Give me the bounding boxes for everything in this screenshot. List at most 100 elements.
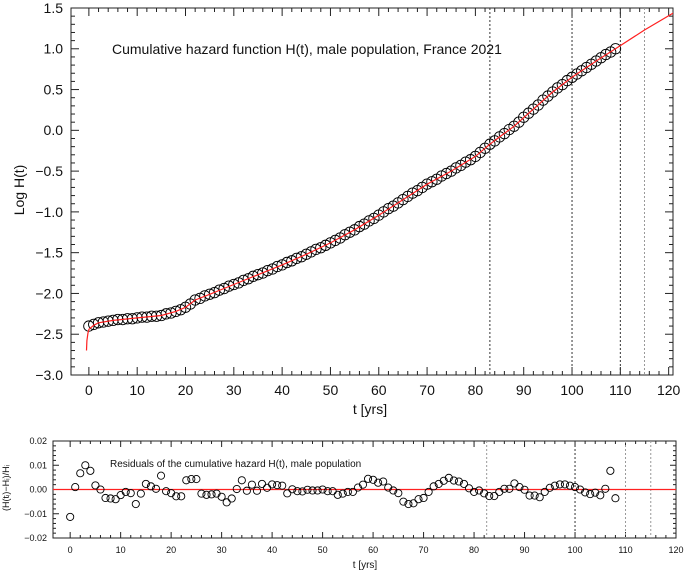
data-point [459,479,469,488]
data-point [429,482,438,491]
y-tick-label: 1.5 [44,0,64,16]
data-point [606,466,615,475]
x-tick-label: 70 [419,545,429,555]
data-point [540,487,549,496]
data-point [121,487,130,496]
data-point [111,495,120,504]
data-point [505,484,514,493]
data-point [609,43,622,55]
data-point [379,477,388,486]
y-tick-label: −1.5 [35,245,63,261]
data-point [172,492,181,501]
data-point [384,483,393,492]
data-point [353,483,362,492]
x-tick-label: 50 [323,382,339,398]
data-point [242,486,251,495]
data-point [419,493,428,503]
data-point [252,269,264,281]
data-point [177,492,186,501]
data-point [261,264,274,277]
plot-frame [70,7,674,376]
data-point [298,487,307,496]
data-point [271,260,283,273]
data-point [470,487,479,496]
data-point [500,484,509,493]
x-tick-label: 90 [520,545,530,555]
y-tick-label: −0.02 [24,533,47,543]
data-point [131,499,140,509]
data-point [126,489,135,498]
x-tick-label: 0 [85,382,93,398]
data-point [318,485,327,494]
data-point [162,487,171,496]
data-point [550,481,559,490]
residuals-plot: 0 10 20 30 40 50 60 70 80 90 100 110 120 −0.02 −0.01 0.… [24,436,683,555]
data-point [323,487,332,496]
y-tick-label: 0.01 [29,460,47,470]
data-point [257,479,267,488]
hazard-x-axis-label: t [yrs] [353,401,387,417]
x-tick-label: 10 [129,382,145,398]
data-point [480,489,489,498]
data-point [204,288,216,300]
x-tick-label: 30 [226,382,242,398]
data-point [278,481,287,490]
data-point [96,485,105,494]
data-point [237,274,250,287]
data-point [555,480,564,489]
data-point [449,476,458,485]
data-point [308,486,317,495]
data-point [207,490,216,499]
data-point [141,479,150,488]
data-point [288,485,297,494]
data-point [389,486,398,495]
data-point [520,485,529,494]
data-point [187,475,196,484]
hazard-annotation: Cumulative hazard function H(t), male po… [112,41,502,57]
data-point [146,482,155,491]
x-tick-label: 90 [516,382,532,398]
y-tick-label: 0.5 [44,81,64,97]
data-point [485,491,494,501]
data-point [91,481,100,490]
data-point [222,498,231,507]
data-point [475,486,484,495]
data-point [86,466,95,475]
data-point [454,477,463,486]
data-point [333,490,342,499]
data-point [182,476,191,485]
data-point [535,493,544,502]
y-tick-label: −2.5 [35,326,63,342]
data-point [374,478,383,487]
data-point [92,317,105,329]
data-point [268,480,277,489]
data-point [596,491,605,500]
data-point [591,488,600,497]
data-point [170,305,182,318]
x-tick-label: 60 [371,382,387,398]
y-tick-label: 0.00 [29,485,47,495]
x-tick-label: 120 [668,545,683,555]
hazard-y-axis-label: Log H(t) [11,165,27,216]
data-point [586,490,595,499]
data-point [525,491,534,500]
y-tick-label: −2.0 [35,285,63,301]
y-tick-label: 0.0 [44,122,64,138]
residuals-y-axis-label: (H(tᵢ)−Hᵢ)/Hᵢ [1,465,11,511]
data-point [202,490,211,499]
data-point [247,480,256,489]
y-tick-label: 1.0 [44,41,64,57]
fit-line [85,12,673,351]
data-point [369,475,378,484]
hazard-plot: 0 10 20 30 40 50 60 70 80 90 100 110 120 −3.0 −2.5 −2.0… [35,0,680,398]
data-point [151,484,161,493]
data-point [530,491,539,500]
data-point [560,480,569,489]
data-point [313,486,322,495]
data-point [611,494,620,503]
data-point [101,493,110,503]
x-tick-label: 10 [116,545,126,555]
data-point [394,489,403,498]
data-point [213,284,225,296]
data-point [102,315,114,327]
